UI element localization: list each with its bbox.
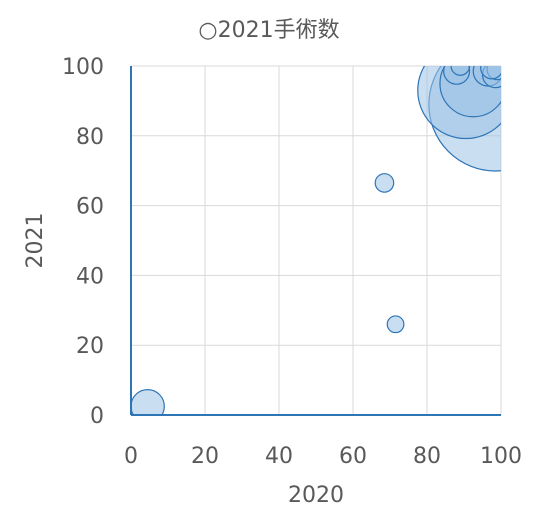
- y-axis-label: 2021: [23, 213, 48, 269]
- y-tick-label: 20: [76, 334, 104, 359]
- y-tick-label: 60: [76, 195, 104, 220]
- bubble: [131, 389, 165, 415]
- x-tick-label: 60: [339, 444, 367, 469]
- x-axis-label: 2020: [288, 483, 344, 506]
- y-tick-label: 0: [90, 404, 104, 429]
- bubble: [480, 66, 501, 80]
- bubble: [374, 173, 395, 193]
- y-tick-label: 80: [76, 125, 104, 150]
- y-tick-label: 40: [76, 264, 104, 289]
- x-tick-label: 20: [191, 444, 219, 469]
- bubbles: [131, 66, 501, 415]
- x-tick-label: 0: [124, 444, 138, 469]
- chart-title: ○2021手術数: [198, 18, 340, 43]
- y-tick-labels: 0 20 40 60 80 100: [62, 55, 104, 429]
- x-tick-labels: 0 20 40 60 80 100: [124, 444, 522, 469]
- y-tick-label: 100: [62, 55, 104, 80]
- x-tick-label: 80: [413, 444, 441, 469]
- bubble: [386, 315, 405, 334]
- x-tick-label: 40: [265, 444, 293, 469]
- axes: [130, 66, 501, 416]
- bubble: [450, 66, 471, 76]
- x-tick-label: 100: [480, 444, 522, 469]
